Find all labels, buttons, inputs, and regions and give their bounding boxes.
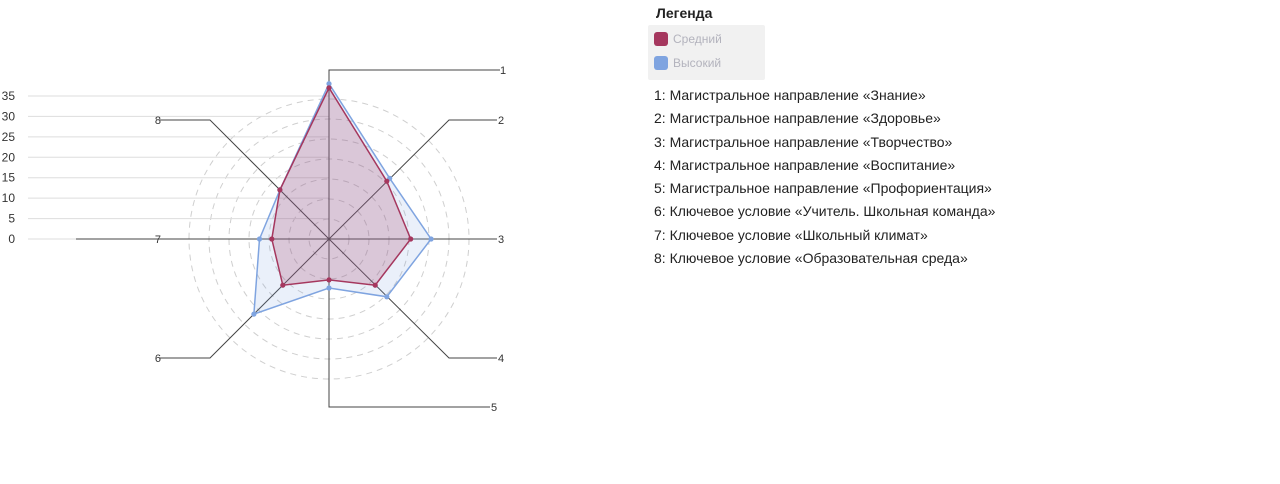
- data-point-average-7: [269, 236, 275, 242]
- legend-item-high[interactable]: Высокий: [654, 56, 721, 70]
- scale-tick-label: 35: [2, 89, 16, 103]
- axis-label-4: 4: [498, 353, 504, 365]
- legend-item-average[interactable]: Средний: [654, 32, 722, 46]
- data-point-average-2: [384, 178, 390, 184]
- legend-swatch-average: [654, 32, 668, 46]
- axis-label-3: 3: [498, 234, 504, 246]
- data-point-average-3: [408, 236, 414, 242]
- axis-description-6: 6: Ключевое условие «Учитель. Школьная к…: [654, 203, 996, 220]
- data-point-high-6: [251, 311, 257, 317]
- scale-tick-label: 15: [2, 171, 16, 185]
- data-point-average-6: [280, 282, 286, 288]
- axis-line-1: [328, 69, 500, 239]
- data-point-high-4: [384, 294, 390, 300]
- scale-tick-label: 20: [2, 150, 16, 164]
- data-point-high-3: [428, 236, 434, 242]
- scale-tick-label: 10: [2, 191, 16, 205]
- axis-description-5: 5: Магистральное направление «Профориент…: [654, 180, 992, 197]
- axis-label-6: 6: [155, 353, 161, 365]
- legend: Средний Высокий: [648, 25, 765, 80]
- axis-line-6: [160, 238, 330, 359]
- axis-description-1: 1: Магистральное направление «Знание»: [654, 87, 926, 103]
- axis-description-8: 8: Ключевое условие «Образовательная сре…: [654, 250, 968, 267]
- scale-tick-label: 30: [2, 109, 16, 123]
- data-point-average-5: [326, 277, 332, 283]
- axis-label-2: 2: [498, 115, 504, 127]
- data-point-average-4: [372, 282, 378, 288]
- axis-line-8: [160, 119, 330, 240]
- data-point-average-1: [326, 85, 332, 91]
- data-point-average-8: [277, 187, 283, 193]
- axis-description-4: 4: Магистральное направление «Воспитание…: [654, 156, 956, 173]
- axis-line-4: [328, 238, 497, 359]
- scale-tick-label: 5: [8, 212, 15, 226]
- axis-label-1: 1: [500, 65, 506, 77]
- scale-tick-label: 25: [2, 130, 16, 144]
- axis-description-7: 7: Ключевое условие «Школьный климат»: [654, 226, 928, 243]
- data-point-high-7: [256, 236, 263, 242]
- legend-label-high: Высокий: [673, 56, 722, 70]
- axis-description-3: 3: Магистральное направление «Творчество…: [654, 133, 953, 150]
- axis-line-2: [328, 119, 497, 240]
- axis-line-5: [328, 239, 490, 408]
- scale-tick-label: 0: [8, 232, 15, 246]
- legend-label-average: Средний: [673, 32, 722, 46]
- axis-description-2: 2: Магистральное направление «Здоровье»: [654, 110, 941, 127]
- legend-swatch-high: [654, 56, 668, 70]
- data-point-high-5: [326, 285, 332, 291]
- legend-title: Легенда: [656, 5, 713, 21]
- axis-label-5: 5: [491, 402, 497, 414]
- data-point-high-1: [326, 81, 332, 87]
- axis-description-list: 1: Магистральное направление «Знание» 2:…: [654, 84, 995, 270]
- axis-label-7: 7: [155, 234, 161, 246]
- radar-chart: 0 5 10 15 20 25 30 35 1 2 3 4 5 6 7 8: [2, 65, 506, 414]
- axis-label-8: 8: [155, 115, 161, 127]
